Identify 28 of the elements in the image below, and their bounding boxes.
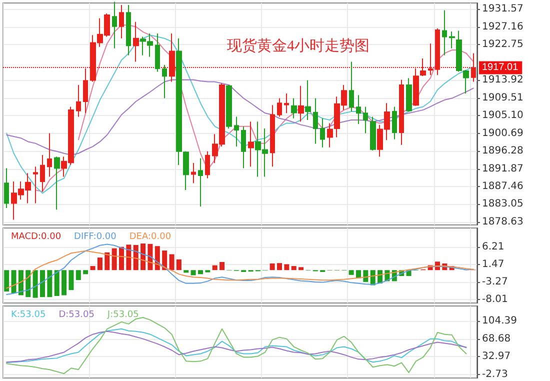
y-tick-label: 68.68 bbox=[482, 333, 511, 344]
series-label: J:53.05 bbox=[106, 310, 139, 320]
y-tick-label: 1913.92 bbox=[482, 74, 524, 86]
series-label: D:53.05 bbox=[58, 310, 94, 320]
y-tick-label: 32.97 bbox=[482, 351, 511, 362]
ref-line-label: 1917.01 bbox=[482, 62, 519, 74]
y-tick-label: 1.47 bbox=[482, 259, 504, 270]
y-tick-label: 1927.16 bbox=[482, 21, 524, 32]
text: K:53.05 bbox=[11, 310, 46, 320]
y-tick-label: -8.01 bbox=[482, 294, 508, 306]
y-tick-label: 1896.28 bbox=[482, 146, 524, 157]
y-tick-label: 1900.69 bbox=[482, 128, 524, 139]
text: 现货黄金4小时走势图 bbox=[227, 38, 370, 54]
text: MACD:0.00 bbox=[11, 232, 62, 242]
y-tick-label: 1922.75 bbox=[482, 39, 524, 50]
y-tick-label: 104.39 bbox=[482, 316, 517, 327]
series-label: DIFF:0.00 bbox=[74, 232, 117, 242]
y-tick-label: -3.27 bbox=[482, 276, 508, 288]
y-tick-label: 1931.57 bbox=[482, 4, 524, 15]
y-tick-label: 6.21 bbox=[482, 242, 504, 253]
y-tick-label: 1878.63 bbox=[482, 216, 524, 228]
y-tick-label: 1887.46 bbox=[482, 181, 524, 192]
y-tick-label: 1891.87 bbox=[482, 163, 524, 174]
y-tick-label: 1909.51 bbox=[482, 92, 524, 104]
y-tick-label: 1883.05 bbox=[482, 198, 524, 210]
series-label: DEA:0.00 bbox=[129, 232, 172, 242]
y-tick-label: 1905.10 bbox=[482, 110, 524, 122]
y-tick-label: -2.73 bbox=[482, 368, 508, 380]
